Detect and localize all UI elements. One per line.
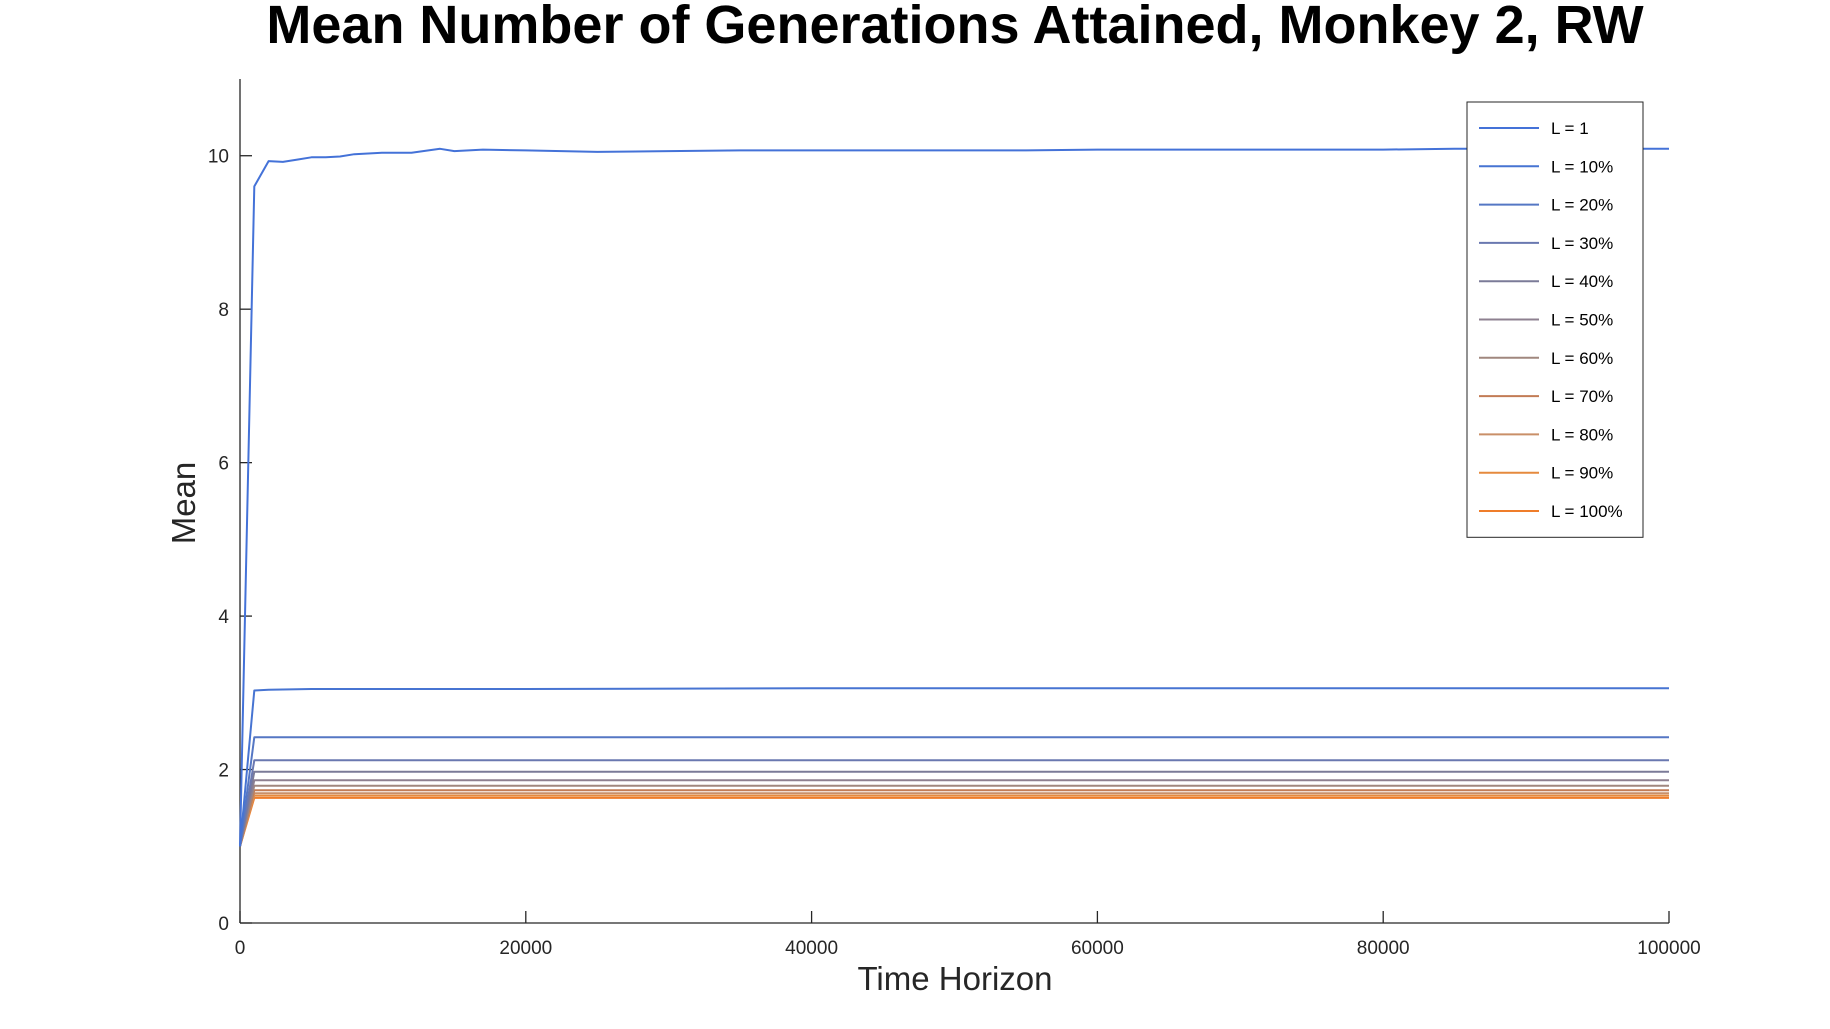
y-axis-label: Mean xyxy=(165,462,202,545)
legend-entry[interactable]: L = 100% xyxy=(1551,502,1623,521)
x-tick-label: 60000 xyxy=(1071,938,1124,959)
legend-entry[interactable]: L = 10% xyxy=(1551,157,1613,176)
x-tick-label: 40000 xyxy=(785,938,838,959)
series-line xyxy=(239,759,1669,847)
legend-entry[interactable]: L = 20% xyxy=(1551,196,1613,215)
legend-entry[interactable]: L = 80% xyxy=(1551,425,1613,444)
axes: 0 20000 40000 60000 80000 100000 0 2 4 6 8 10 xyxy=(208,79,1701,959)
legend[interactable]: L = 1 L = 10% L = 20% L = 30% L = 40% L = 50%… xyxy=(1466,101,1644,538)
legend-entry[interactable]: L = 70% xyxy=(1551,387,1613,406)
x-tick-label: 100000 xyxy=(1637,938,1700,959)
legend-entry[interactable]: L = 50% xyxy=(1551,311,1613,330)
y-tick-label: 8 xyxy=(218,300,229,321)
y-tick-label: 4 xyxy=(218,607,229,628)
legend-entry[interactable]: L = 90% xyxy=(1551,464,1613,483)
x-axis-label: Time Horizon xyxy=(858,960,1053,997)
x-tick-label: 80000 xyxy=(1357,938,1410,959)
y-tick-label: 0 xyxy=(218,914,229,935)
series-line xyxy=(239,736,1669,847)
series-line xyxy=(239,147,1669,847)
x-tick-label: 0 xyxy=(235,938,246,959)
legend-entry[interactable]: L = 60% xyxy=(1551,349,1613,368)
x-tick-label: 20000 xyxy=(499,938,552,959)
legend-entry[interactable]: L = 40% xyxy=(1551,272,1613,291)
legend-entry[interactable]: L = 30% xyxy=(1551,234,1613,253)
series-line xyxy=(239,687,1669,847)
plot-area xyxy=(239,147,1669,847)
legend-entry[interactable]: L = 1 xyxy=(1551,119,1589,138)
y-tick-label: 10 xyxy=(208,147,229,168)
y-tick-label: 6 xyxy=(218,454,229,475)
y-tick-label: 2 xyxy=(218,761,229,782)
chart-title: Mean Number of Generations Attained, Mon… xyxy=(266,0,1643,55)
